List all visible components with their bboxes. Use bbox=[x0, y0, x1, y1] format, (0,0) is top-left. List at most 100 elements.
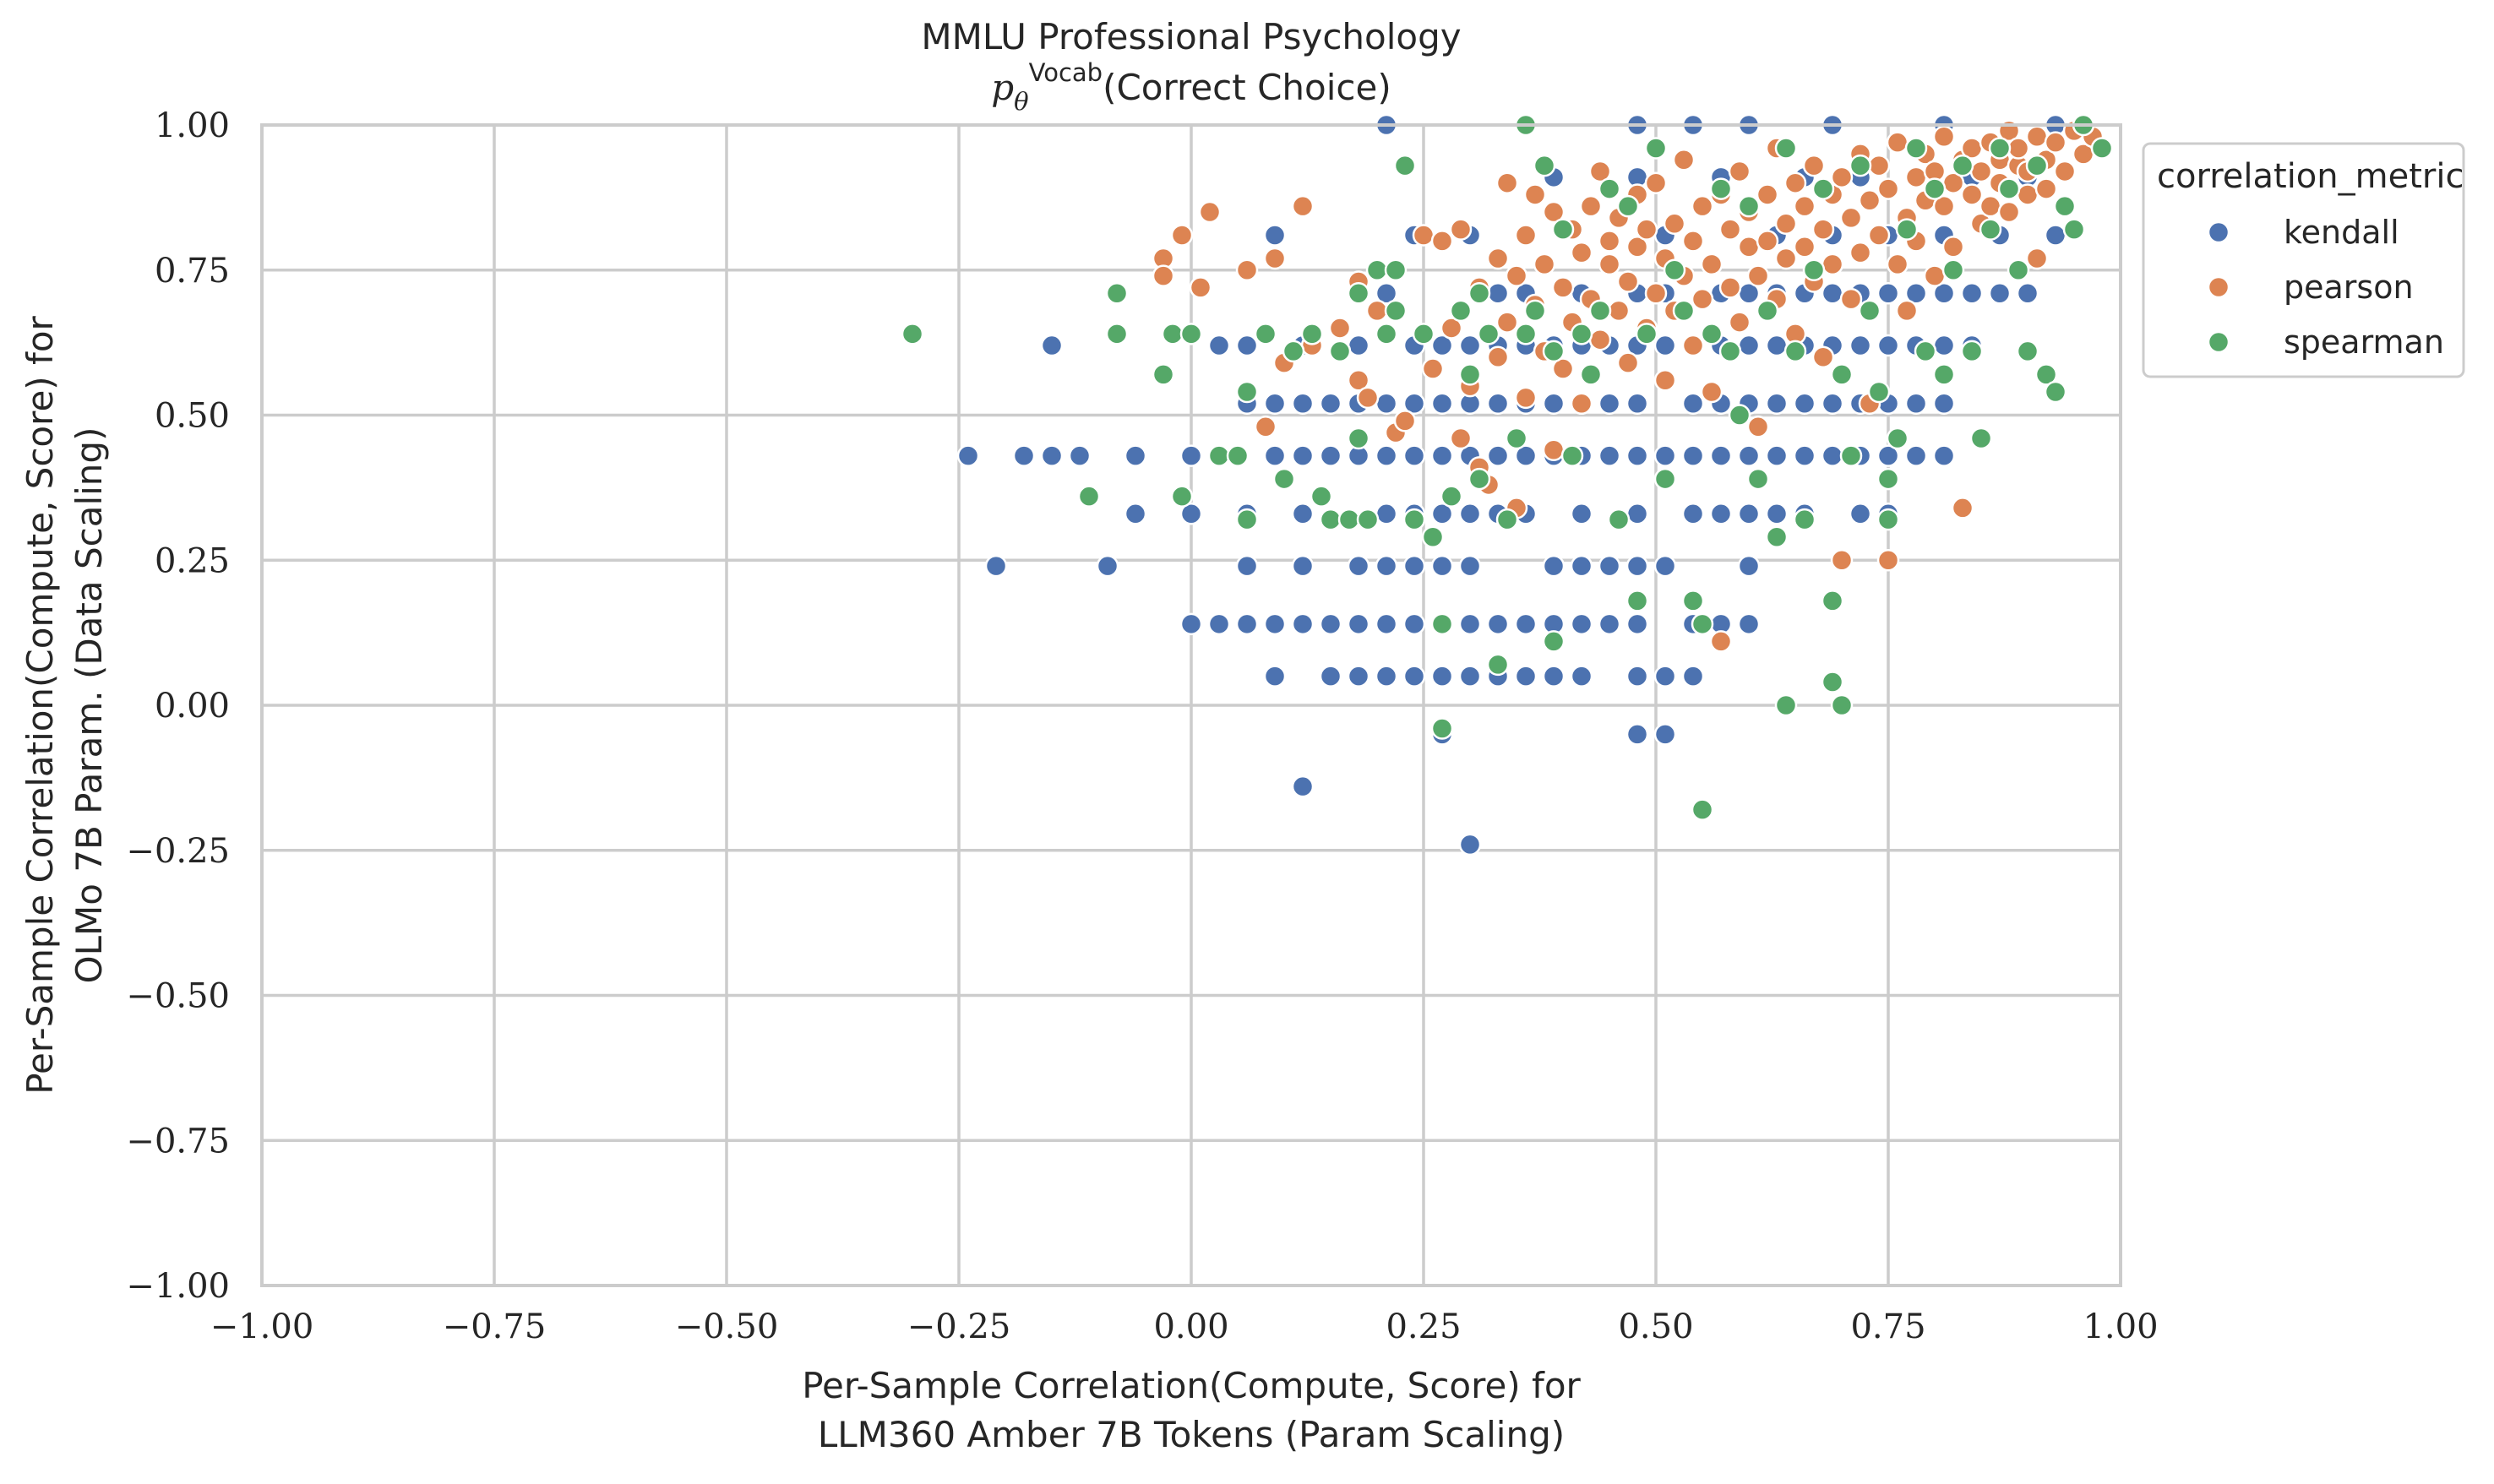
y-tick-label: −1.00 bbox=[126, 1267, 230, 1306]
point-spearman bbox=[1393, 154, 1417, 177]
point-kendall bbox=[1598, 444, 1621, 467]
point-spearman bbox=[1226, 444, 1250, 467]
legend-label-kendall: kendall bbox=[2284, 214, 2399, 251]
point-spearman bbox=[1876, 467, 1900, 491]
point-pearson bbox=[1774, 247, 1798, 270]
point-spearman bbox=[1691, 612, 1714, 636]
point-spearman bbox=[1570, 323, 1593, 345]
point-spearman bbox=[1505, 427, 1528, 450]
point-pearson bbox=[1653, 369, 1677, 392]
point-kendall bbox=[1235, 612, 1259, 636]
y-tick-label: 0.00 bbox=[155, 687, 230, 726]
point-pearson bbox=[1681, 230, 1705, 253]
point-spearman bbox=[1969, 427, 1993, 450]
point-spearman bbox=[1347, 427, 1370, 450]
point-spearman bbox=[1533, 154, 1556, 177]
point-kendall bbox=[1458, 833, 1482, 856]
point-spearman bbox=[1979, 218, 2002, 241]
point-spearman bbox=[1876, 508, 1900, 531]
y-axis-label-line2: OLMo 7B Param. (Data Scaling) bbox=[68, 427, 110, 984]
point-pearson bbox=[1951, 497, 1974, 519]
point-spearman bbox=[1588, 299, 1612, 323]
point-spearman bbox=[1709, 177, 1733, 200]
point-pearson bbox=[1718, 276, 1742, 299]
point-spearman bbox=[1941, 258, 1965, 281]
point-kendall bbox=[1375, 392, 1398, 416]
point-kendall bbox=[1235, 554, 1259, 578]
point-spearman bbox=[1105, 323, 1129, 345]
point-kendall bbox=[1486, 612, 1510, 636]
point-kendall bbox=[1653, 723, 1677, 746]
point-pearson bbox=[1821, 253, 1844, 276]
point-spearman bbox=[1765, 525, 1789, 549]
point-spearman bbox=[1821, 671, 1844, 693]
point-kendall bbox=[1375, 554, 1398, 578]
point-spearman bbox=[1607, 508, 1631, 531]
point-kendall bbox=[1347, 665, 1370, 688]
point-pearson bbox=[1969, 160, 1993, 183]
point-pearson bbox=[1440, 317, 1463, 340]
point-spearman bbox=[1802, 258, 1826, 281]
point-pearson bbox=[1663, 212, 1686, 236]
point-kendall bbox=[1904, 392, 1928, 416]
point-pearson bbox=[2044, 131, 2067, 154]
point-kendall bbox=[1932, 444, 1956, 467]
point-spearman bbox=[1207, 444, 1231, 467]
point-pearson bbox=[1979, 194, 2002, 218]
point-pearson bbox=[1876, 549, 1900, 572]
point-kendall bbox=[1040, 444, 1064, 467]
point-spearman bbox=[1783, 340, 1807, 363]
point-spearman bbox=[1179, 323, 1203, 345]
point-kendall bbox=[1737, 444, 1761, 467]
point-spearman bbox=[1477, 323, 1500, 345]
point-spearman bbox=[1811, 177, 1835, 200]
point-kendall bbox=[1793, 444, 1816, 467]
point-spearman bbox=[1625, 590, 1649, 612]
point-kendall bbox=[2016, 281, 2039, 305]
point-kendall bbox=[1709, 503, 1733, 525]
point-spearman bbox=[1152, 363, 1175, 386]
point-pearson bbox=[1588, 160, 1612, 183]
point-spearman bbox=[1904, 137, 1928, 160]
x-tick-label: 1.00 bbox=[2083, 1307, 2158, 1346]
point-kendall bbox=[1068, 444, 1092, 467]
point-pearson bbox=[1997, 200, 2021, 224]
point-pearson bbox=[1644, 281, 1668, 305]
point-pearson bbox=[1904, 166, 1928, 189]
point-spearman bbox=[1932, 363, 1956, 386]
point-kendall bbox=[1402, 665, 1426, 688]
point-kendall bbox=[1653, 334, 1677, 357]
point-spearman bbox=[1402, 508, 1426, 531]
legend-label-spearman: spearman bbox=[2284, 323, 2444, 361]
point-kendall bbox=[1291, 444, 1315, 467]
point-spearman bbox=[1960, 340, 1984, 363]
point-pearson bbox=[1941, 236, 1965, 258]
point-kendall bbox=[1235, 334, 1259, 357]
point-kendall bbox=[1291, 775, 1315, 798]
point-kendall bbox=[1904, 281, 1928, 305]
point-spearman bbox=[1468, 281, 1491, 305]
point-pearson bbox=[1505, 264, 1528, 287]
legend-marker-spearman bbox=[2207, 330, 2230, 354]
point-pearson bbox=[1598, 230, 1621, 253]
point-pearson bbox=[1858, 189, 1881, 212]
point-spearman bbox=[1254, 323, 1277, 345]
point-kendall bbox=[1207, 612, 1231, 636]
point-spearman bbox=[1746, 467, 1770, 491]
point-pearson bbox=[1700, 253, 1723, 276]
chart-title-line1: MMLU Professional Psychology bbox=[921, 16, 1461, 57]
point-kendall bbox=[1514, 444, 1538, 467]
point-kendall bbox=[1458, 612, 1482, 636]
y-tick-label: 1.00 bbox=[155, 106, 230, 145]
point-pearson bbox=[1774, 212, 1798, 236]
point-spearman bbox=[1486, 653, 1510, 677]
point-pearson bbox=[1152, 264, 1175, 287]
point-spearman bbox=[1895, 218, 1919, 241]
point-kendall bbox=[1263, 612, 1287, 636]
point-pearson bbox=[1421, 357, 1445, 380]
point-kendall bbox=[1319, 612, 1342, 636]
point-kendall bbox=[1765, 392, 1789, 416]
data-points bbox=[901, 113, 2114, 856]
point-pearson bbox=[1793, 194, 1816, 218]
point-pearson bbox=[1932, 125, 1956, 148]
